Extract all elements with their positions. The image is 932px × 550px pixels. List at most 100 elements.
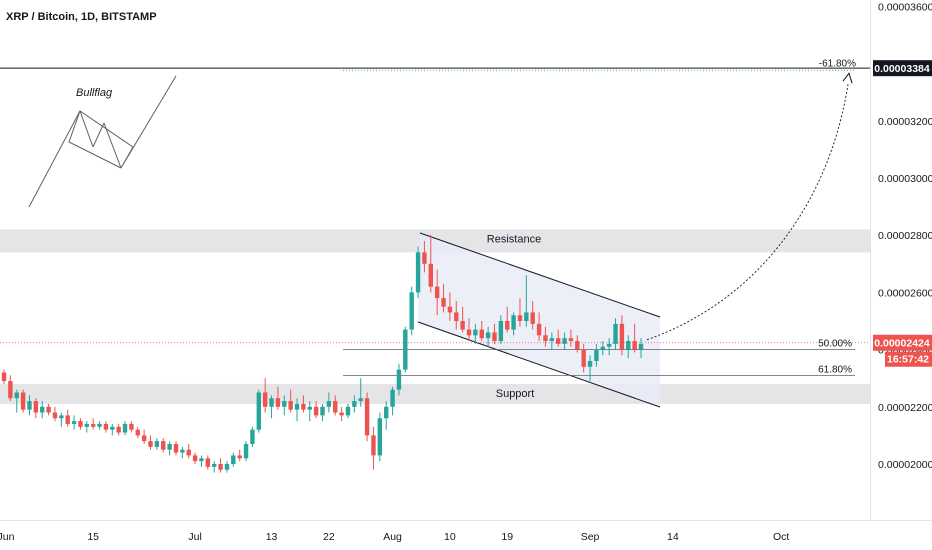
candle-body[interactable] [256,392,261,430]
candle-body[interactable] [90,423,96,427]
candle-body[interactable] [358,398,363,402]
candle-body[interactable] [116,426,121,433]
candle-body[interactable] [466,329,472,336]
candle-body[interactable] [409,292,414,330]
target-price-tag[interactable] [873,60,932,77]
candle-body[interactable] [460,321,465,330]
candle-body[interactable] [568,338,574,342]
channel-lower-line[interactable] [417,321,661,408]
candle-body[interactable] [600,346,605,350]
candle-body[interactable] [403,329,408,370]
candle-body[interactable] [345,406,351,416]
candle-body[interactable] [479,329,484,339]
candle-body[interactable] [78,421,83,427]
candle-body[interactable] [282,401,287,407]
candle-body[interactable] [626,341,631,350]
candle-body[interactable] [33,401,39,413]
candle-body[interactable] [231,455,236,464]
candle-body[interactable] [148,441,153,447]
candle-body[interactable] [97,423,102,427]
candle-body[interactable] [180,449,185,453]
candle-body[interactable] [186,449,191,456]
candle-body[interactable] [422,252,427,264]
candle-body[interactable] [377,418,383,456]
candle-body[interactable] [594,349,599,362]
candle-body[interactable] [224,464,230,470]
candle-body[interactable] [122,423,128,433]
candle-body[interactable] [275,398,281,407]
time-axis[interactable]: Jun 15 Jul 13 22 Aug 10 19 Sep 14 Oct [0,531,789,543]
candle-body[interactable] [218,464,223,470]
candle-body[interactable] [517,315,523,321]
candle-body[interactable] [59,415,64,419]
candle-body[interactable] [326,401,332,407]
candle-body[interactable] [14,392,19,399]
candle-body[interactable] [428,263,433,287]
candle-body[interactable] [212,464,217,467]
candle-body[interactable] [110,426,115,430]
candle-body[interactable] [581,349,586,367]
candle-body[interactable] [320,406,325,416]
candle-body[interactable] [454,312,459,321]
candle-body[interactable] [313,406,319,416]
candle-body[interactable] [505,321,510,330]
candle-body[interactable] [352,401,357,407]
candle-body[interactable] [473,329,478,336]
candle-body[interactable] [167,443,172,450]
candle-body[interactable] [301,403,306,410]
candle-body[interactable] [632,341,637,350]
candle-body[interactable] [441,298,446,307]
candle-body[interactable] [511,315,516,330]
candle-body[interactable] [8,381,13,399]
candle-body[interactable] [364,398,370,436]
candle-body[interactable] [415,252,421,293]
channel-upper-line[interactable] [419,232,661,318]
candle-body[interactable] [530,312,535,324]
candle-body[interactable] [173,443,179,453]
candle-body[interactable] [587,361,593,367]
candle-body[interactable] [269,398,274,407]
candle-body[interactable] [555,338,561,344]
candle-body[interactable] [536,323,542,336]
candle-body[interactable] [492,332,497,342]
candle-body[interactable] [575,341,580,350]
candle-body[interactable] [40,406,45,413]
candle-body[interactable] [243,443,249,459]
candle-body[interactable] [333,401,338,413]
candle-body[interactable] [562,338,567,344]
candle-body[interactable] [613,323,618,344]
candle-body[interactable] [1,372,7,382]
candle-body[interactable] [638,343,644,350]
candle-body[interactable] [129,423,134,430]
candle-body[interactable] [384,406,389,419]
candle-body[interactable] [485,332,491,339]
projection-arrow[interactable] [646,84,849,341]
candle-body[interactable] [262,392,268,407]
candle-body[interactable] [20,392,26,410]
candle-body[interactable] [294,403,300,410]
candle-body[interactable] [606,343,612,347]
candle-body[interactable] [192,455,198,462]
candle-body[interactable] [237,455,242,459]
candle-body[interactable] [543,335,548,342]
candle-body[interactable] [65,415,70,424]
candle-body[interactable] [396,369,402,390]
candle-body[interactable] [619,323,625,350]
candle-body[interactable] [103,423,109,430]
candle-body[interactable] [84,423,90,427]
candle-body[interactable] [205,458,211,467]
candle-body[interactable] [161,441,166,450]
candle-body[interactable] [27,401,32,410]
candle-body[interactable] [71,421,77,424]
candle-body[interactable] [447,306,453,313]
candle-body[interactable] [307,406,312,410]
candle-body[interactable] [141,435,147,442]
candle-body[interactable] [46,406,51,413]
candle-body[interactable] [371,435,376,456]
candle-body[interactable] [434,286,440,299]
candle-body[interactable] [154,441,160,447]
candle-body[interactable] [524,312,529,321]
candle-body[interactable] [250,429,255,444]
candle-body[interactable] [339,412,344,416]
